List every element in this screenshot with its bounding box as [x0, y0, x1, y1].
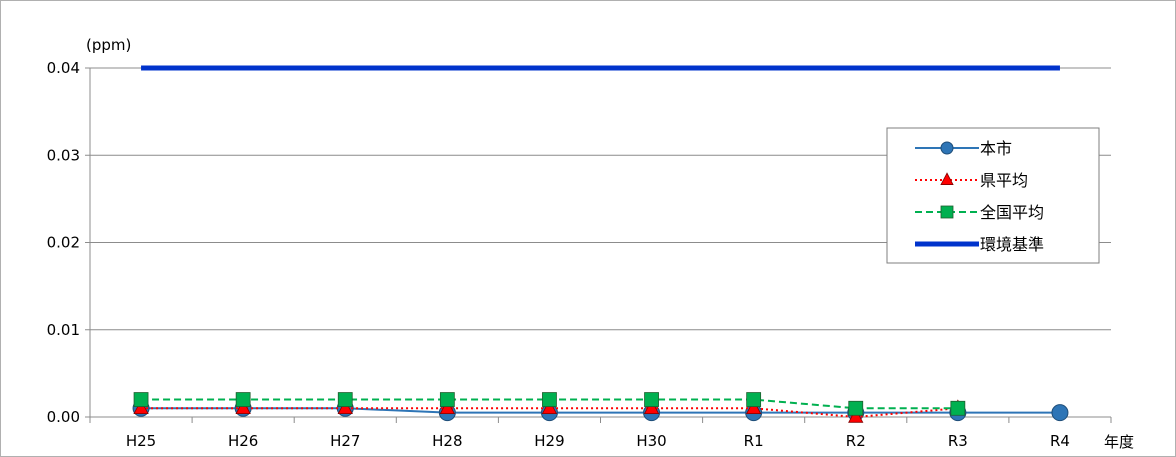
legend-marker — [940, 172, 954, 185]
x-tick-label: R2 — [846, 432, 866, 450]
x-tick-label: H26 — [228, 432, 258, 450]
y-tick-label: 0.03 — [47, 146, 80, 164]
data-point — [746, 392, 762, 407]
legend-marker — [940, 141, 954, 155]
data-point — [950, 400, 966, 416]
x-tick-label: H29 — [534, 432, 564, 450]
data-point — [848, 400, 864, 416]
data-point — [133, 392, 149, 407]
data-point — [644, 392, 659, 407]
x-tick-label: R4 — [1050, 432, 1070, 450]
y-tick-label: 0.00 — [47, 408, 80, 426]
y-tick-label: 0.02 — [47, 234, 80, 252]
legend-label: 全国平均 — [980, 203, 1044, 222]
x-axis-label: 年度 — [1104, 433, 1134, 451]
legend-label: 本市 — [980, 139, 1012, 158]
legend-label: 県平均 — [980, 171, 1028, 190]
series-group — [132, 65, 1069, 423]
x-tick-label: H27 — [330, 432, 360, 450]
y-axis-ticks: 0.00 0.01 0.02 0.03 0.04 — [47, 59, 90, 426]
series-2 — [133, 392, 966, 416]
legend-item: 環境基準 — [915, 235, 1044, 254]
data-point — [337, 392, 353, 407]
data-point — [439, 392, 455, 407]
series-line — [141, 407, 958, 419]
legend-marker — [940, 205, 954, 219]
legend-box — [886, 127, 1100, 264]
legend-item: 県平均 — [915, 171, 1028, 190]
data-point — [1051, 404, 1069, 422]
legend-label: 環境基準 — [980, 235, 1044, 254]
legend-item: 全国平均 — [915, 203, 1044, 222]
x-tick-label: H30 — [636, 432, 666, 450]
data-point — [542, 392, 557, 407]
x-tick-label: R1 — [744, 432, 764, 450]
x-axis-ticks: H25 H26 H27 H28 H29 H30 R1 R2 R3 R4 — [89, 417, 1112, 450]
y-tick-label: 0.01 — [47, 321, 80, 339]
data-point — [235, 392, 251, 407]
y-tick-label: 0.04 — [47, 59, 80, 77]
x-tick-label: H28 — [432, 432, 462, 450]
x-tick-label: R3 — [948, 432, 968, 450]
legend-item: 本市 — [915, 139, 1012, 158]
y-unit-label: (ppm) — [86, 36, 131, 54]
x-tick-label: H25 — [126, 432, 156, 450]
